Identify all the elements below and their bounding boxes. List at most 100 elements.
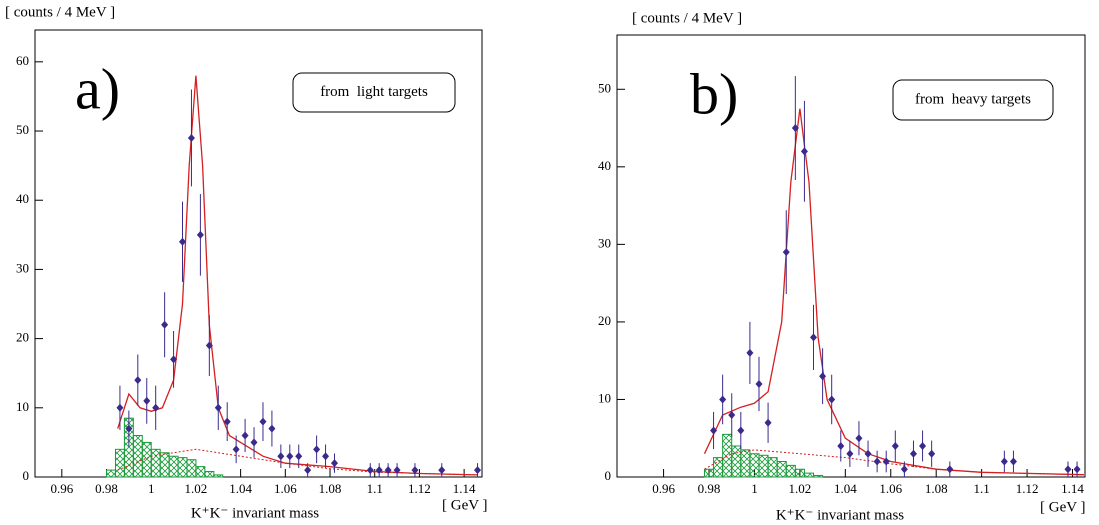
annotation: from light targets [320,84,428,100]
histogram-bar [150,448,161,478]
x-axis-label: K⁺K⁻ invariant mass [191,505,319,521]
y-tick-label: 30 [598,235,611,250]
fit-curve [703,108,1084,476]
x-tick-label: 1.1 [367,481,383,496]
x-tick-label: 1.12 [408,481,431,496]
histogram-bar [758,454,769,478]
histogram-bar [141,441,152,478]
x-tick-label: 0.96 [652,481,675,496]
data-point [250,438,258,447]
data-point [928,449,936,458]
data-point [170,355,178,364]
data-point [125,424,133,433]
fit-curve [117,75,478,476]
histogram-bar [722,433,733,478]
y-tick-label: 60 [16,53,29,68]
data-point [737,426,745,435]
data-point [232,445,240,454]
data-point [116,403,124,412]
background-curve [704,449,1084,476]
data-point [241,431,249,440]
data-point [179,237,187,246]
x-tick-label: 1.1 [974,481,990,496]
histogram-bar [740,449,751,478]
histogram-bar [213,474,224,478]
panel-label: b) [690,61,738,126]
data-point [268,424,276,433]
data-point [755,379,763,388]
data-point [384,466,392,475]
data-point [143,396,151,405]
histogram-bar [204,470,215,478]
data-point [322,452,330,461]
x-tick-label: 0.98 [95,481,118,496]
x-tick-label: 1.14 [1061,481,1084,496]
data-point [710,426,718,435]
data-point [393,466,401,475]
x-tick-label: 1.06 [879,481,902,496]
data-point [259,417,267,426]
data-point [864,449,872,458]
data-point [1000,457,1008,466]
histogram-bar [776,460,787,478]
y-tick-label: 30 [16,260,29,275]
histogram-bar [106,469,116,478]
data-point [196,230,204,239]
histogram-bar [713,457,724,478]
data-point [411,466,419,475]
data-point [330,459,338,468]
data-point [1009,457,1017,466]
data-point [223,417,231,426]
histogram-bar [195,466,206,478]
histogram-bar [749,453,760,478]
plot-frame [34,29,483,478]
data-point [728,410,736,419]
data-point [810,333,818,342]
data-point [366,466,374,475]
y-tick-label: 50 [598,80,611,95]
data-point [900,465,908,474]
x-tick-label: 1.02 [789,481,812,496]
y-tick-label: 50 [16,122,29,137]
x-tick-label: 0.98 [698,481,721,496]
data-point [134,376,142,385]
data-point [828,395,836,404]
histogram-bar [186,459,197,478]
y-tick-label: 10 [16,399,29,414]
histogram-bar [159,452,170,478]
data-point [304,466,312,475]
x-tick-label: 1.08 [319,481,342,496]
background-curve [117,448,478,476]
histogram-bar [767,457,778,478]
panel-label: a) [75,56,120,121]
data-point [1073,465,1081,474]
y-tick-label: 40 [598,158,611,173]
y-axis-label: [ counts / 4 MeV ] [5,4,115,20]
x-tick-label: 1 [751,481,758,496]
histogram-bar [794,468,805,478]
data-point [313,445,321,454]
x-tick-label: 1.04 [834,481,857,496]
data-point [161,320,169,329]
data-point [946,465,954,474]
x-tick-label: 1.08 [925,481,948,496]
data-point [286,452,294,461]
data-point [791,124,799,133]
data-point [764,418,772,427]
annotation-box [892,79,1054,121]
y-axis-label: [ counts / 4 MeV ] [632,10,742,26]
data-point [746,348,754,357]
histogram-bar [813,474,824,478]
data-point [782,248,790,257]
histogram-bar [785,464,796,478]
x-axis-unit: [ GeV ] [1040,499,1086,515]
data-point [846,449,854,458]
data-point [855,434,863,443]
data-point [152,403,160,412]
data-point [277,452,285,461]
x-tick-label: 1.14 [453,481,476,496]
histogram-bar [177,457,188,478]
data-point [819,372,827,381]
data-point [837,441,845,450]
